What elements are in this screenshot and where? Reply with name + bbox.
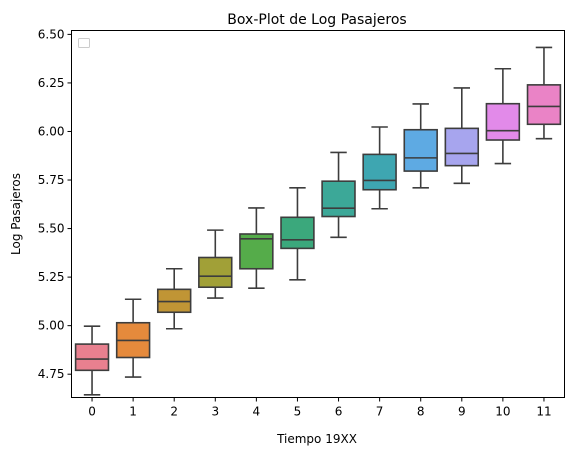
x-tick-label: 2 [170,405,178,419]
y-tick-label: 4.75 [38,367,65,381]
iqr-box [321,180,356,218]
x-tick-label: 1 [129,405,137,419]
x-tick-label: 7 [376,405,384,419]
y-tick-label: 5.50 [38,222,65,236]
iqr-box [198,256,233,289]
x-axis-label: Tiempo 19XX [276,432,357,446]
y-tick-label: 6.50 [38,27,65,41]
boxes-layer [74,46,562,396]
iqr-box [280,216,315,250]
iqr-box [485,102,521,141]
x-tick-label: 6 [335,405,343,419]
iqr-box [444,127,480,167]
y-tick-label: 6.00 [38,124,65,138]
y-axis: 4.75 5.00 5.25 5.50 5.75 6.00 6.25 6.50 [38,27,72,381]
y-tick-label: 6.25 [38,76,65,90]
x-tick-label: 9 [458,405,466,419]
plot-frame [71,30,565,398]
iqr-box [403,128,438,172]
box-4 [239,207,274,289]
y-tick-label: 5.75 [38,173,65,187]
legend-box [78,38,90,48]
box-5 [280,186,315,281]
y-axis-label: Log Pasajeros [9,173,23,255]
box-3 [198,229,233,299]
y-tick-label: 5.25 [38,270,65,284]
box-6 [321,151,356,239]
box-9 [444,87,480,185]
box-7 [362,126,397,210]
x-tick-label: 10 [495,405,510,419]
box-2 [156,267,192,330]
box-1 [115,298,151,378]
iqr-box [526,84,562,126]
x-tick-label: 11 [536,405,551,419]
iqr-box [362,153,397,191]
box-11 [526,46,562,140]
x-tick-label: 4 [253,405,261,419]
iqr-box [74,343,110,372]
x-tick-label: 3 [211,405,219,419]
x-tick-label: 0 [88,405,96,419]
x-tick-label: 5 [294,405,302,419]
box-8 [403,103,438,189]
y-tick-label: 5.00 [38,319,65,333]
x-tick-label: 8 [417,405,425,419]
box-10 [485,67,521,165]
iqr-box [239,233,274,270]
box-0 [74,325,110,396]
x-axis: 0 1 2 3 4 5 6 7 8 9 10 11 [88,397,552,419]
chart-title: Box-Plot de Log Pasajeros [227,12,406,28]
